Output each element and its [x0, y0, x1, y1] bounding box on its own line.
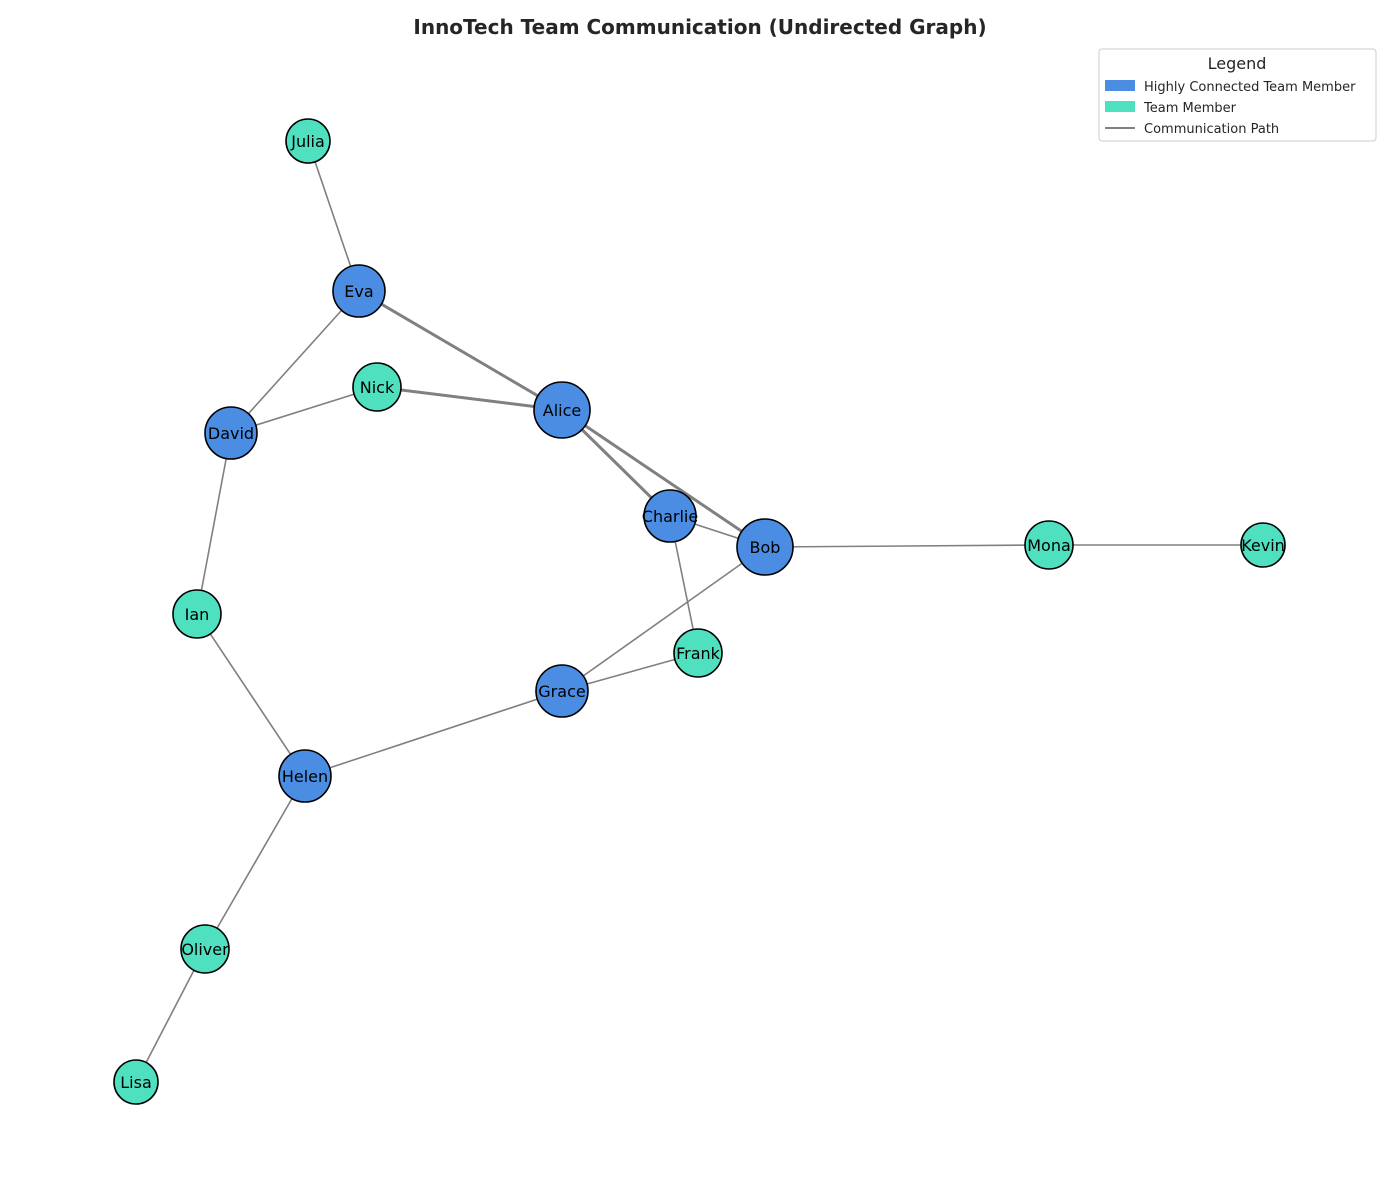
- node-nick[interactable]: Nick: [352, 362, 402, 412]
- node-circle-frank: [673, 628, 723, 678]
- edge-grace-helen: [304, 690, 563, 777]
- node-circle-grace: [535, 664, 589, 718]
- node-label-ian: Ian: [185, 605, 210, 624]
- node-circle-nick: [352, 362, 402, 412]
- node-lisa[interactable]: Lisa: [113, 1059, 159, 1105]
- node-eva[interactable]: Eva: [332, 264, 386, 318]
- node-circle-julia: [285, 118, 331, 164]
- node-circle-kevin: [1240, 522, 1286, 568]
- legend-label-highly-connected: Highly Connected Team Member: [1144, 80, 1356, 95]
- edge-helen-oliver: [204, 775, 306, 950]
- edge-david-ian: [196, 432, 232, 615]
- nodes-layer: Alice Bob Charlie David Eva Grace Helen Frank Ia…: [113, 118, 1286, 1105]
- edge-bob-grace: [561, 546, 766, 692]
- edge-oliver-lisa: [135, 948, 206, 1083]
- node-label-helen: Helen: [282, 767, 328, 786]
- node-label-david: David: [208, 424, 254, 443]
- legend-swatch-team-member: [1105, 101, 1135, 112]
- node-label-julia: Julia: [290, 132, 325, 151]
- node-circle-charlie: [643, 489, 697, 543]
- node-kevin[interactable]: Kevin: [1240, 522, 1286, 568]
- node-grace[interactable]: Grace: [535, 664, 589, 718]
- node-label-charlie: Charlie: [642, 507, 698, 526]
- node-circle-helen: [278, 749, 332, 803]
- node-david[interactable]: David: [204, 406, 258, 460]
- node-label-mona: Mona: [1027, 536, 1071, 555]
- legend-label-communication-path: Communication Path: [1144, 122, 1279, 137]
- node-circle-alice: [533, 381, 591, 439]
- node-label-alice: Alice: [543, 401, 581, 420]
- edge-alice-eva: [358, 289, 563, 412]
- node-alice[interactable]: Alice: [533, 381, 591, 439]
- node-circle-oliver: [180, 924, 230, 974]
- edge-david-eva: [230, 290, 360, 434]
- legend: Legend Highly Connected Team Member Team…: [1098, 48, 1377, 142]
- legend-swatch-highly-connected: [1105, 80, 1135, 91]
- node-label-lisa: Lisa: [120, 1073, 152, 1092]
- node-label-eva: Eva: [344, 282, 373, 301]
- node-label-bob: Bob: [750, 538, 781, 557]
- node-circle-eva: [332, 264, 386, 318]
- edge-helen-ian: [196, 613, 306, 777]
- node-label-grace: Grace: [538, 682, 585, 701]
- node-circle-david: [204, 406, 258, 460]
- edge-bob-mona: [764, 544, 1050, 548]
- edge-alice-bob: [561, 408, 766, 549]
- node-mona[interactable]: Mona: [1024, 520, 1074, 570]
- node-label-kevin: Kevin: [1241, 536, 1285, 555]
- node-julia[interactable]: Julia: [285, 118, 331, 164]
- node-charlie[interactable]: Charlie: [642, 489, 698, 543]
- edges-layer: [135, 140, 1263, 1083]
- node-circle-ian: [172, 589, 222, 639]
- node-frank[interactable]: Frank: [673, 628, 723, 678]
- node-circle-bob: [736, 518, 794, 576]
- legend-box: [1098, 48, 1377, 142]
- legend-title: Legend: [1208, 54, 1267, 73]
- node-label-frank: Frank: [676, 644, 721, 663]
- node-label-oliver: Oliver: [181, 940, 229, 959]
- node-circle-mona: [1024, 520, 1074, 570]
- node-bob[interactable]: Bob: [736, 518, 794, 576]
- graph-title: InnoTech Team Communication (Undirected …: [413, 15, 986, 39]
- node-label-nick: Nick: [360, 378, 395, 397]
- node-circle-lisa: [113, 1059, 159, 1105]
- legend-label-team-member: Team Member: [1143, 101, 1237, 116]
- node-oliver[interactable]: Oliver: [180, 924, 230, 974]
- node-helen[interactable]: Helen: [278, 749, 332, 803]
- edge-alice-nick: [376, 385, 563, 412]
- node-ian[interactable]: Ian: [172, 589, 222, 639]
